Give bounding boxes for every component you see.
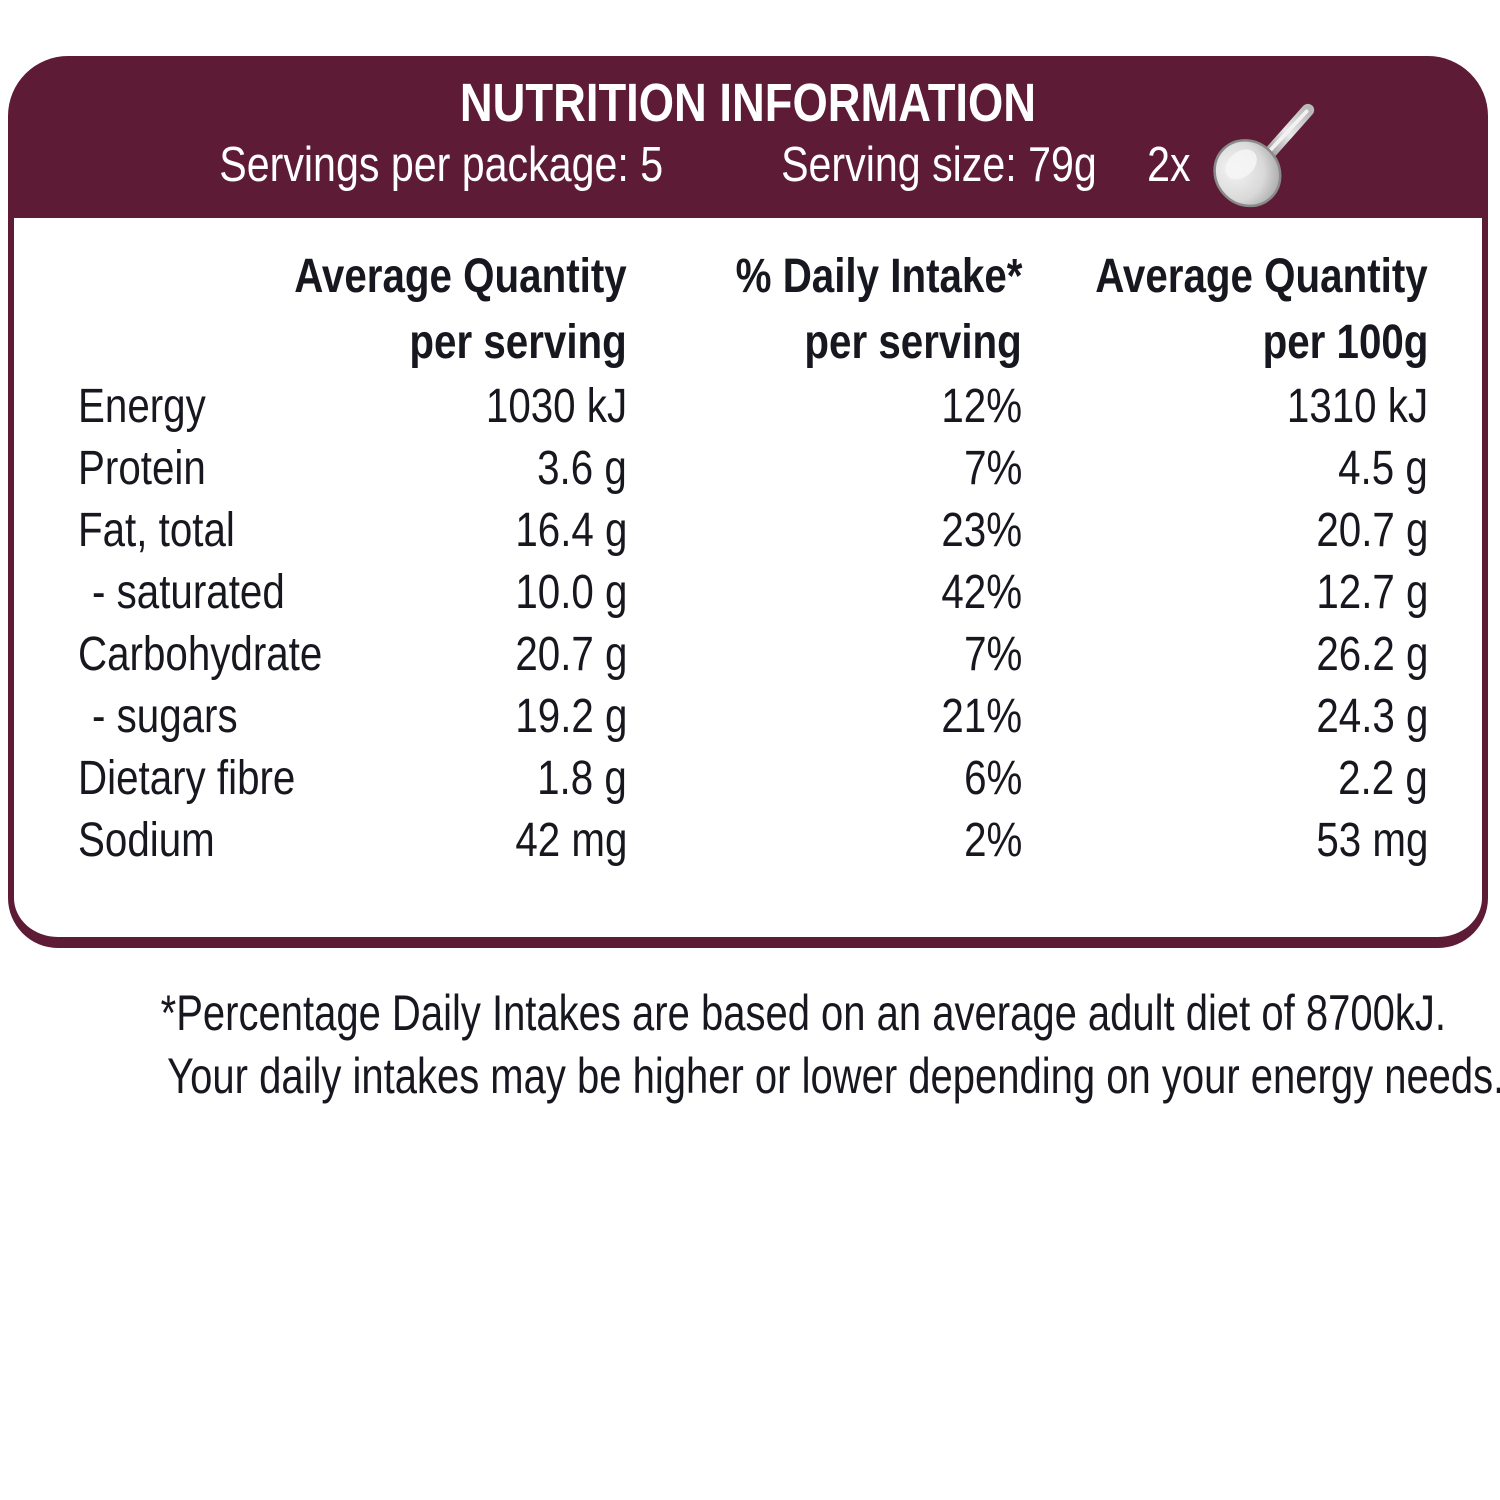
row-label-sugars: - sugars: [92, 690, 238, 743]
row-protein-daily-intake: 7%: [963, 442, 1022, 495]
footnote-line1: *Percentage Daily Intakes are based on a…: [160, 985, 1446, 1041]
row-sodium-per-serving: 42 mg: [514, 814, 627, 867]
col-header-per-serving-line2: per serving: [409, 316, 627, 369]
row-saturated-per-100g: 12.7 g: [1315, 566, 1428, 619]
row-energy-daily-intake: 12%: [941, 380, 1022, 433]
footnote-line2: Your daily intakes may be higher or lowe…: [167, 1048, 1500, 1104]
nutrition-table: Average Quantity % Daily Intake* Average…: [14, 218, 1482, 872]
row-label-protein: Protein: [78, 442, 206, 495]
nutrition-information-panel: NUTRITION INFORMATION Servings per packa…: [8, 56, 1488, 948]
row-sugars-per-serving: 19.2 g: [514, 690, 627, 743]
panel-subtitle: Servings per package: 5 Serving size: 79…: [12, 103, 1484, 208]
row-energy-per-serving: 1030 kJ: [485, 380, 627, 433]
servings-per-package: Servings per package: 5: [219, 138, 664, 192]
serving-multiplier: 2x: [1147, 138, 1191, 192]
spoon-icon: [1213, 103, 1315, 208]
col-header-per-100g-line1: Average Quantity: [1095, 250, 1428, 303]
row-label-sodium: Sodium: [78, 814, 215, 867]
panel-title-text: NUTRITION INFORMATION: [459, 73, 1037, 133]
row-dietary-fibre-daily-intake: 6%: [963, 752, 1022, 805]
row-carbohydrate-per-serving: 20.7 g: [514, 628, 627, 681]
row-label-energy: Energy: [78, 380, 206, 433]
row-saturated-daily-intake: 42%: [941, 566, 1022, 619]
row-protein-per-serving: 3.6 g: [537, 442, 627, 495]
row-label-dietary-fibre: Dietary fibre: [78, 752, 296, 805]
col-header-daily-intake-line2: per serving: [804, 316, 1022, 369]
row-sodium-per-100g: 53 mg: [1315, 814, 1428, 867]
row-protein-per-100g: 4.5 g: [1338, 442, 1428, 495]
serving-size: Serving size: 79g: [781, 138, 1098, 192]
col-header-per-serving-line1: Average Quantity: [294, 250, 627, 303]
col-header-per-100g-line2: per 100g: [1262, 316, 1428, 369]
row-energy-per-100g: 1310 kJ: [1286, 380, 1428, 433]
row-carbohydrate-daily-intake: 7%: [963, 628, 1022, 681]
row-label-saturated: - saturated: [92, 566, 285, 619]
row-dietary-fibre-per-serving: 1.8 g: [537, 752, 627, 805]
row-sugars-daily-intake: 21%: [941, 690, 1022, 743]
row-fat-total-daily-intake: 23%: [941, 504, 1022, 557]
daily-intake-footnote: *Percentage Daily Intakes are based on a…: [0, 982, 1500, 1108]
row-sodium-daily-intake: 2%: [963, 814, 1022, 867]
panel-header: NUTRITION INFORMATION Servings per packa…: [12, 60, 1484, 218]
row-label-carbohydrate: Carbohydrate: [78, 628, 323, 681]
panel-title: NUTRITION INFORMATION: [12, 72, 1484, 134]
row-carbohydrate-per-100g: 26.2 g: [1315, 628, 1428, 681]
row-fat-total-per-100g: 20.7 g: [1315, 504, 1428, 557]
row-sugars-per-100g: 24.3 g: [1315, 690, 1428, 743]
row-saturated-per-serving: 10.0 g: [514, 566, 627, 619]
row-label-fat-total: Fat, total: [78, 504, 235, 557]
col-header-daily-intake-line1: % Daily Intake*: [735, 250, 1022, 303]
row-fat-total-per-serving: 16.4 g: [514, 504, 627, 557]
row-dietary-fibre-per-100g: 2.2 g: [1338, 752, 1428, 805]
